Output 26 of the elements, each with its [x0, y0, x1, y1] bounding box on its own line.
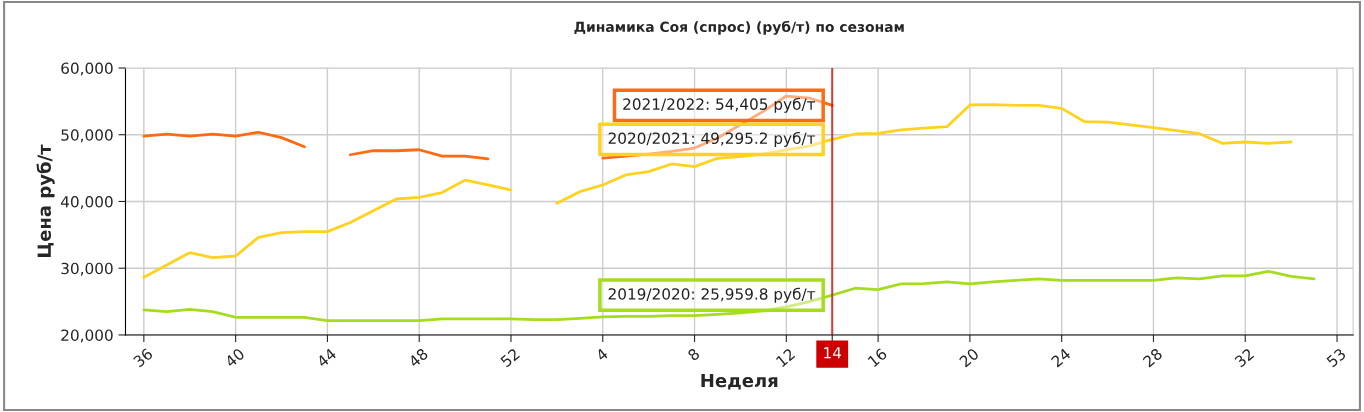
x-tick-label: 28	[1142, 347, 1163, 368]
x-tick-label: 40	[224, 347, 246, 368]
x-tick-label: 14	[824, 347, 842, 359]
y-axis-title: Цена руб/т	[36, 144, 55, 257]
y-tick-label: 50,000	[61, 129, 113, 143]
y-tick-label: 60,000	[61, 62, 113, 76]
x-tick-label: 32	[1234, 347, 1255, 368]
x-tick-label: 12	[775, 347, 796, 368]
x-tick-label: 48	[407, 347, 429, 368]
x-tick-label: 53	[1325, 347, 1347, 368]
x-tick-label: 36	[132, 347, 154, 368]
x-tick-label: 44	[316, 347, 337, 368]
annotation: 2019/2020: 25,959.8 руб/т	[608, 287, 816, 303]
y-tick-label: 20,000	[61, 329, 113, 343]
y-tick-label: 30,000	[61, 262, 113, 276]
x-tick-label: 8	[687, 347, 701, 362]
x-tick-label: 20	[958, 347, 980, 368]
x-tick-label: 16	[867, 347, 888, 368]
x-tick-label: 52	[499, 347, 521, 368]
line-series	[142, 269, 1316, 322]
annotation: 2021/2022: 54,405 руб/т	[623, 97, 816, 113]
chart-title: Динамика Соя (спрос) (руб/т) по сезонам	[574, 20, 904, 35]
x-tick-label: 4	[595, 347, 609, 362]
y-tick-label: 40,000	[60, 195, 113, 210]
x-tick-label: 24	[1050, 347, 1072, 368]
x-axis-title: Неделя	[701, 373, 778, 390]
